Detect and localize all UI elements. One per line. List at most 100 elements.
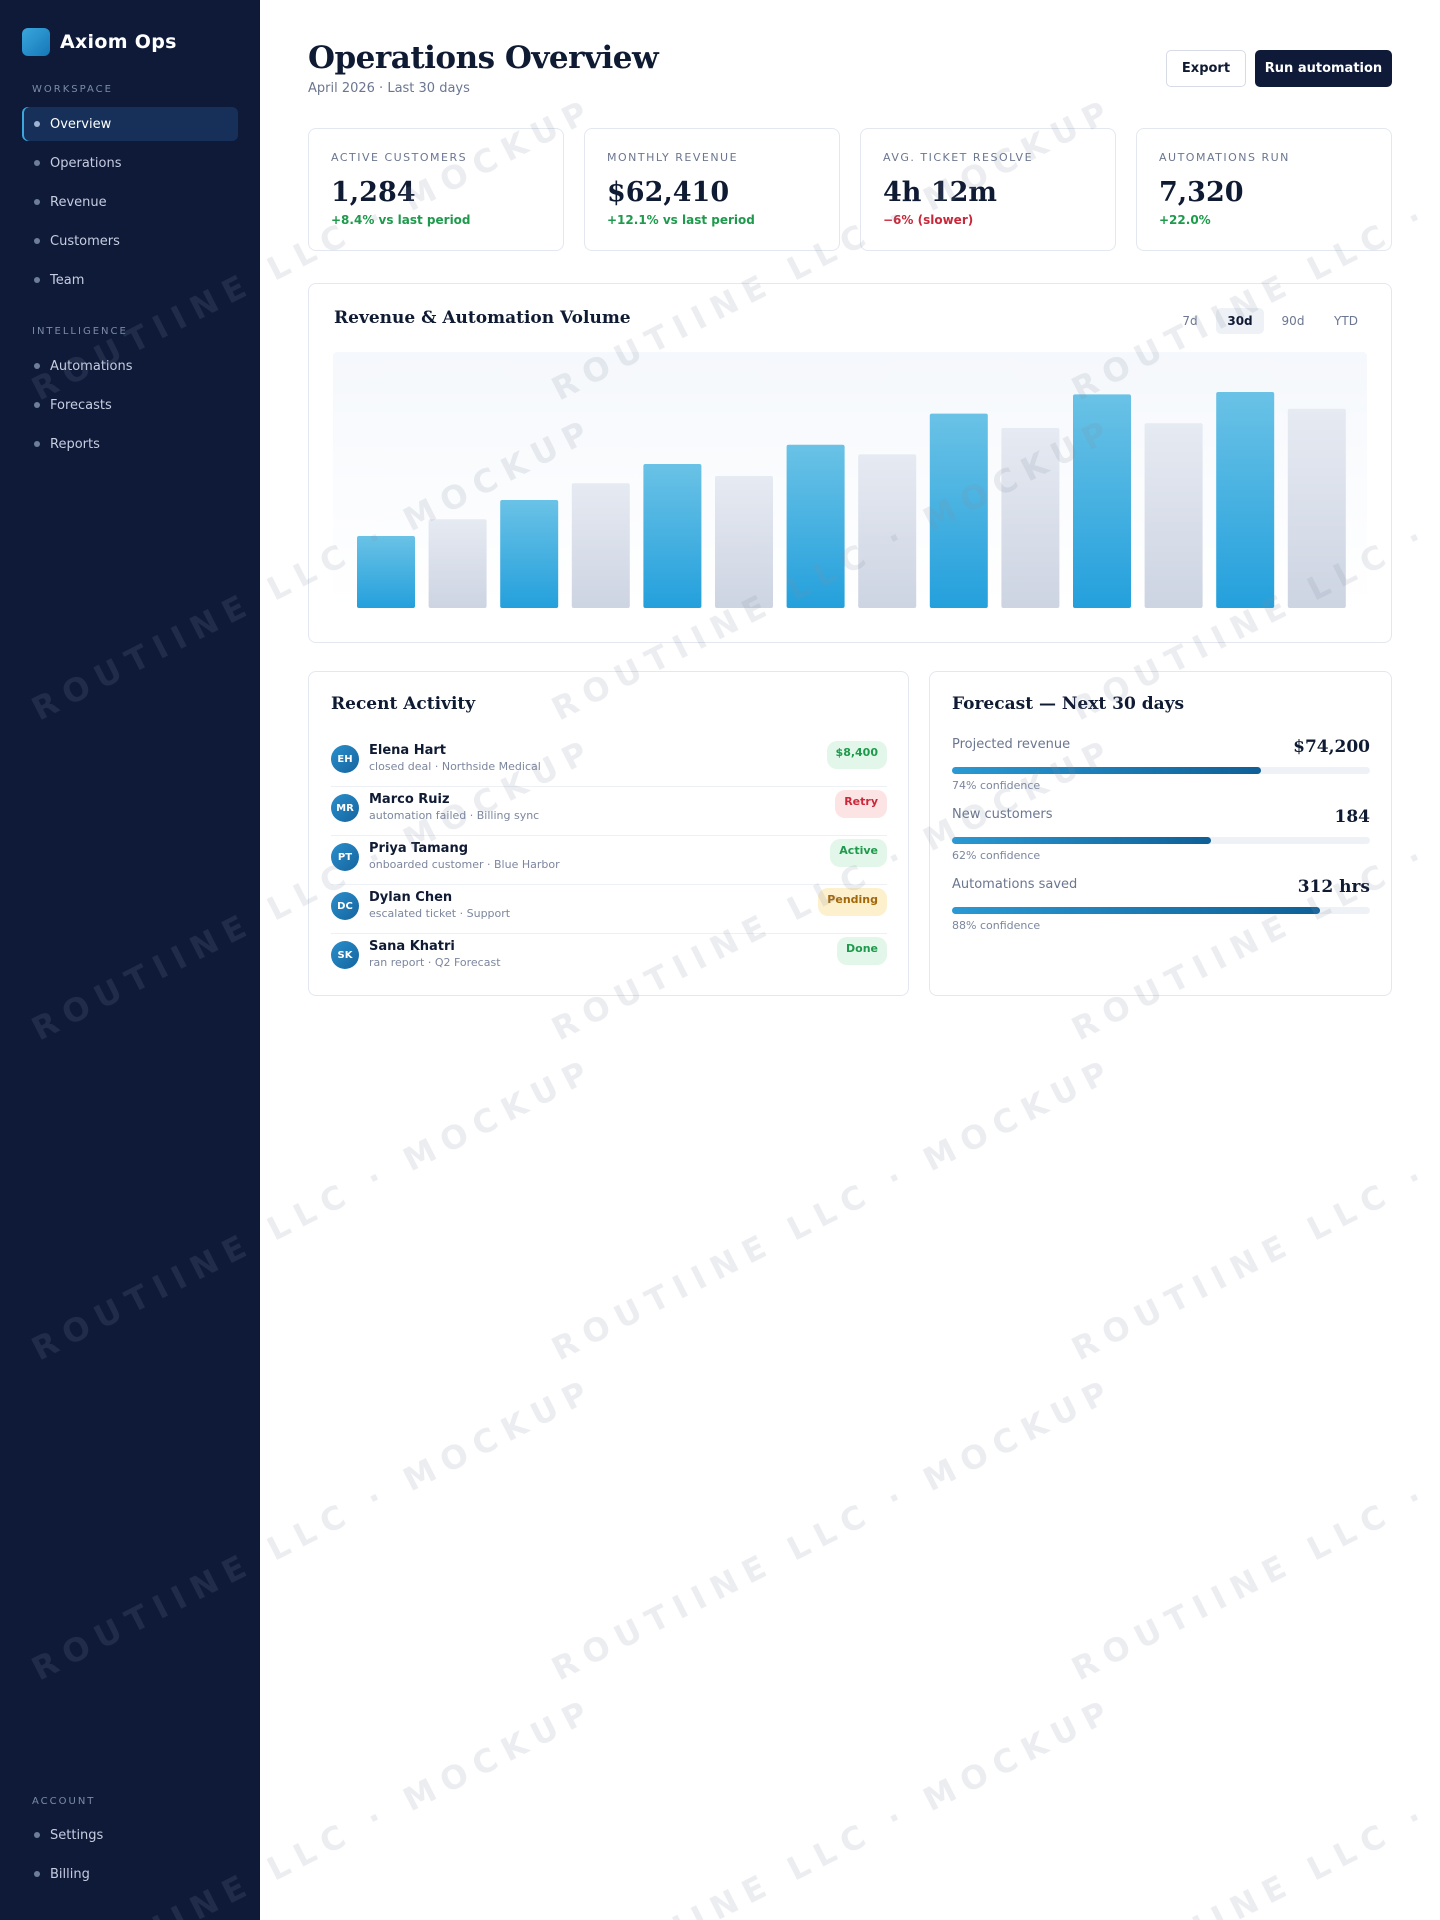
sidebar-item-revenue[interactable]: Revenue bbox=[22, 185, 238, 219]
range-tab-90d[interactable]: 90d bbox=[1281, 314, 1305, 328]
forecast-value: 312 hrs bbox=[1297, 877, 1370, 897]
bullet-icon bbox=[34, 121, 40, 127]
activity-row[interactable]: PT Priya Tamang onboarded customer · Blu… bbox=[331, 836, 887, 885]
avatar: MR bbox=[331, 794, 359, 822]
export-button[interactable]: Export bbox=[1166, 50, 1246, 87]
forecast-card: Forecast — Next 30 days Projected revenu… bbox=[929, 671, 1392, 996]
run-automation-button[interactable]: Run automation bbox=[1255, 50, 1392, 87]
activity-row[interactable]: MR Marco Ruiz automation failed · Billin… bbox=[331, 787, 887, 836]
page-subtitle: April 2026 · Last 30 days bbox=[308, 81, 470, 96]
sidebar-item-label: Customers bbox=[50, 233, 120, 249]
bar-series-b-6 bbox=[1144, 423, 1203, 608]
chart-card: Revenue & Automation Volume 7d 30d 90d Y… bbox=[308, 283, 1392, 643]
range-tab-7d[interactable]: 7d bbox=[1182, 314, 1198, 328]
recent-activity-card: Recent Activity EH Elena Hart closed dea… bbox=[308, 671, 909, 996]
kpi-delta: +22.0% bbox=[1159, 213, 1211, 227]
bullet-icon bbox=[34, 277, 40, 283]
brand[interactable]: Axiom Ops bbox=[22, 28, 177, 56]
sidebar-item-label: Revenue bbox=[50, 194, 107, 210]
page-title: Operations Overview bbox=[308, 40, 659, 76]
bar-series-b-2 bbox=[571, 483, 630, 608]
forecast-progress-track bbox=[952, 907, 1370, 914]
sidebar-item-label: Overview bbox=[50, 116, 112, 132]
activity-desc: escalated ticket · Support bbox=[369, 907, 511, 920]
activity-desc: automation failed · Billing sync bbox=[369, 809, 540, 822]
activity-row[interactable]: EH Elena Hart closed deal · Northside Me… bbox=[331, 738, 887, 787]
bar-series-a-7 bbox=[1216, 392, 1275, 608]
avatar: SK bbox=[331, 941, 359, 969]
activity-row[interactable]: SK Sana Khatri ran report · Q2 Forecast … bbox=[331, 934, 887, 983]
status-badge: Pending bbox=[818, 888, 887, 916]
avatar: DC bbox=[331, 892, 359, 920]
kpi-delta: +12.1% vs last period bbox=[607, 213, 755, 227]
activity-name: Sana Khatri bbox=[369, 939, 455, 954]
forecast-progress-fill bbox=[952, 767, 1262, 774]
kpi-value: 7,320 bbox=[1159, 177, 1244, 208]
range-tab-30d[interactable]: 30d bbox=[1216, 308, 1264, 334]
sidebar-item-settings[interactable]: Settings bbox=[22, 1818, 238, 1852]
nav-section-workspace: WORKSPACE bbox=[32, 84, 113, 95]
sidebar-item-label: Operations bbox=[50, 155, 122, 171]
kpi-card-active-customers: ACTIVE CUSTOMERS 1,284 +8.4% vs last per… bbox=[308, 128, 564, 251]
forecast-value: $74,200 bbox=[1293, 737, 1370, 757]
brand-logo-icon bbox=[22, 28, 50, 56]
sidebar-item-billing[interactable]: Billing bbox=[22, 1857, 238, 1891]
activity-row[interactable]: DC Dylan Chen escalated ticket · Support… bbox=[331, 885, 887, 934]
bar-series-b-3 bbox=[715, 476, 773, 608]
bar-series-a-1 bbox=[357, 536, 415, 608]
bar-series-a-2 bbox=[500, 500, 559, 608]
bar-series-a-4 bbox=[786, 444, 845, 608]
avatar: PT bbox=[331, 843, 359, 871]
sidebar-item-team[interactable]: Team bbox=[22, 263, 238, 297]
kpi-label: AUTOMATIONS RUN bbox=[1159, 151, 1290, 164]
forecast-row-new-customers: New customers 184 62% confidence bbox=[952, 807, 1370, 867]
forecast-value: 184 bbox=[1334, 807, 1371, 827]
bullet-icon bbox=[34, 441, 40, 447]
sidebar-item-label: Team bbox=[50, 272, 85, 288]
kpi-value: 1,284 bbox=[331, 177, 416, 208]
activity-title: Recent Activity bbox=[331, 694, 476, 714]
kpi-card-avg-ticket-resolve: AVG. TICKET RESOLVE 4h 12m −6% (slower) bbox=[860, 128, 1116, 251]
bullet-icon bbox=[34, 238, 40, 244]
forecast-progress-track bbox=[952, 767, 1370, 774]
forecast-confidence: 88% confidence bbox=[952, 919, 1041, 932]
bullet-icon bbox=[34, 363, 40, 369]
range-tab-ytd[interactable]: YTD bbox=[1334, 314, 1358, 328]
sidebar-item-overview[interactable]: Overview bbox=[22, 107, 238, 141]
kpi-label: MONTHLY REVENUE bbox=[607, 151, 739, 164]
kpi-delta: −6% (slower) bbox=[883, 213, 974, 227]
sidebar-item-reports[interactable]: Reports bbox=[22, 427, 238, 461]
sidebar-item-label: Settings bbox=[50, 1827, 104, 1843]
main-content: Operations Overview April 2026 · Last 30… bbox=[260, 0, 1440, 1920]
sidebar-item-customers[interactable]: Customers bbox=[22, 224, 238, 258]
activity-name: Elena Hart bbox=[369, 743, 446, 758]
activity-desc: ran report · Q2 Forecast bbox=[369, 956, 501, 969]
activity-name: Marco Ruiz bbox=[369, 792, 450, 807]
kpi-value: $62,410 bbox=[607, 177, 730, 208]
forecast-label: Automations saved bbox=[952, 877, 1078, 892]
forecast-progress-track bbox=[952, 837, 1370, 844]
sidebar-item-automations[interactable]: Automations bbox=[22, 349, 238, 383]
forecast-confidence: 74% confidence bbox=[952, 779, 1041, 792]
sidebar-item-label: Billing bbox=[50, 1866, 90, 1882]
bullet-icon bbox=[34, 1832, 40, 1838]
bar-series-b-5 bbox=[1001, 428, 1060, 608]
bar-series-b-4 bbox=[858, 454, 917, 608]
status-badge: Retry bbox=[835, 790, 887, 818]
activity-desc: onboarded customer · Blue Harbor bbox=[369, 858, 560, 871]
sidebar-item-forecasts[interactable]: Forecasts bbox=[22, 388, 238, 422]
bullet-icon bbox=[34, 160, 40, 166]
kpi-value: 4h 12m bbox=[883, 177, 997, 208]
sidebar-item-operations[interactable]: Operations bbox=[22, 146, 238, 180]
forecast-confidence: 62% confidence bbox=[952, 849, 1041, 862]
sidebar-item-label: Reports bbox=[50, 436, 100, 452]
avatar: EH bbox=[331, 745, 359, 773]
bullet-icon bbox=[34, 199, 40, 205]
forecast-progress-fill bbox=[952, 907, 1320, 914]
activity-name: Priya Tamang bbox=[369, 841, 469, 856]
nav-section-intelligence: INTELLIGENCE bbox=[32, 326, 128, 337]
status-badge: Done bbox=[837, 937, 887, 965]
bar-series-b-7 bbox=[1287, 408, 1346, 608]
bar-series-a-3 bbox=[643, 464, 702, 608]
forecast-label: New customers bbox=[952, 807, 1053, 822]
